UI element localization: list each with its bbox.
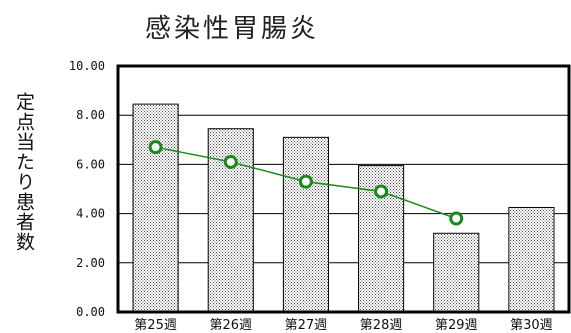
y-axis-label: 定点当たり患者数 bbox=[13, 92, 35, 252]
bar-series bbox=[132, 103, 555, 313]
line-series bbox=[148, 140, 464, 226]
bar bbox=[508, 206, 555, 313]
line-point bbox=[449, 211, 464, 226]
line-point bbox=[223, 154, 238, 169]
line-point bbox=[298, 174, 313, 189]
line-point bbox=[374, 184, 389, 199]
y-tick-label: 6.00 bbox=[76, 157, 105, 171]
y-tick-label: 10.00 bbox=[69, 59, 105, 73]
y-tick-label: 0.00 bbox=[76, 305, 105, 319]
plot-frame bbox=[116, 64, 571, 314]
x-tick-label: 第25週 bbox=[134, 318, 177, 333]
y-tick-label: 4.00 bbox=[76, 207, 105, 221]
x-tick-label: 第27週 bbox=[285, 318, 328, 333]
x-tick-label: 第29週 bbox=[435, 318, 478, 333]
bar bbox=[282, 136, 329, 313]
x-tick-labels: 第25週 第26週 第27週 第28週 第29週 第30週 bbox=[134, 318, 552, 333]
y-tick-label: 8.00 bbox=[76, 108, 105, 122]
bar bbox=[433, 232, 480, 313]
y-tick-labels: 0.00 2.00 4.00 6.00 8.00 10.00 bbox=[69, 59, 105, 319]
grid-lines bbox=[118, 114, 569, 264]
chart-title: 感染性胃腸炎 bbox=[145, 14, 320, 44]
x-tick-label: 第28週 bbox=[360, 318, 403, 333]
x-tick-label: 第30週 bbox=[510, 318, 553, 333]
bar bbox=[132, 103, 179, 313]
y-tick-label: 2.00 bbox=[76, 256, 105, 270]
x-tick-label: 第26週 bbox=[209, 318, 252, 333]
line-point bbox=[148, 140, 163, 155]
